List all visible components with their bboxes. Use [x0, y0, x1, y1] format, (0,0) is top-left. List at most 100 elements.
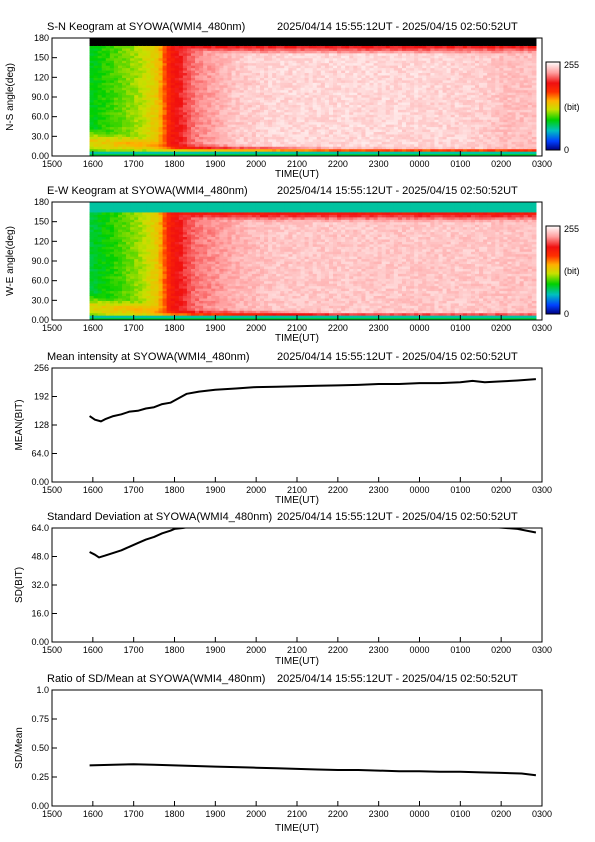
keogram-cell	[385, 65, 391, 69]
keogram-cell	[377, 97, 383, 101]
keogram-cell	[101, 69, 107, 74]
keogram-cell	[414, 109, 419, 113]
keogram-cell	[328, 72, 334, 76]
keogram-cell	[251, 133, 257, 137]
keogram-cell	[219, 146, 225, 150]
keogram-column	[308, 38, 314, 156]
keogram-cell	[466, 94, 472, 98]
keogram-cell	[454, 57, 460, 61]
keogram-cell	[235, 77, 241, 81]
keogram-cell	[393, 52, 399, 56]
keogram-cell	[284, 45, 289, 49]
keogram-cell	[276, 50, 281, 54]
keogram-cell	[191, 45, 196, 49]
keogram-cell	[466, 109, 472, 113]
keogram-cell	[231, 119, 237, 123]
keogram-cell	[410, 126, 415, 130]
keogram-cell	[259, 124, 265, 128]
keogram-cell	[401, 114, 407, 118]
keogram-cell	[446, 109, 452, 113]
keogram-cell	[243, 133, 249, 137]
keogram-cell	[426, 57, 431, 61]
keogram-cell	[211, 151, 216, 155]
keogram-cell	[259, 151, 265, 155]
keogram-cell	[97, 133, 103, 137]
keogram-cell	[235, 109, 241, 113]
keogram-cell	[126, 84, 131, 88]
keogram-cell	[113, 74, 119, 78]
keogram-cell	[166, 104, 172, 108]
keogram-cell	[146, 111, 152, 115]
keogram-cell	[397, 42, 403, 46]
keogram-cell	[158, 136, 164, 140]
keogram-cell	[454, 84, 460, 88]
keogram-cell	[406, 133, 411, 137]
keogram-cell	[288, 146, 294, 150]
keogram-cell	[470, 104, 476, 108]
keogram-cell	[219, 38, 225, 42]
keogram-cell	[130, 82, 135, 86]
keogram-cell	[259, 57, 265, 61]
keogram-cell	[284, 101, 289, 105]
keogram-cell	[146, 79, 152, 83]
keogram-cell	[223, 82, 229, 86]
keogram-cell	[89, 146, 95, 150]
keogram-cell	[215, 131, 220, 135]
keogram-cell	[182, 124, 188, 128]
keogram-cell	[207, 106, 212, 110]
keogram-cell	[97, 62, 103, 66]
keogram-cell	[324, 116, 330, 120]
keogram-cell	[349, 126, 354, 130]
keogram-cell	[328, 42, 334, 46]
keogram-cell	[276, 138, 281, 142]
keogram-cell	[268, 97, 273, 101]
keogram-cell	[219, 55, 225, 59]
keogram-cell	[320, 99, 326, 103]
keogram-column	[320, 38, 326, 156]
keogram-cell	[328, 69, 334, 74]
keogram-cell	[296, 82, 302, 86]
keogram-cell	[105, 74, 111, 78]
keogram-cell	[288, 84, 294, 88]
keogram-cell	[142, 40, 147, 44]
keogram-cell	[491, 141, 496, 145]
keogram-cell	[401, 69, 407, 74]
keogram-cell	[259, 77, 265, 81]
keogram-cell	[361, 106, 367, 110]
keogram-cell	[450, 124, 456, 128]
keogram-cell	[288, 138, 294, 142]
keogram-cell	[117, 62, 123, 66]
keogram-cell	[215, 69, 220, 74]
keogram-cell	[284, 128, 289, 133]
keogram-cell	[292, 106, 298, 110]
keogram-cell	[207, 141, 212, 145]
keogram-cell	[397, 74, 403, 78]
keogram-cell	[316, 69, 322, 74]
keogram-cell	[231, 126, 237, 130]
keogram-column	[142, 38, 147, 156]
keogram-cell	[446, 116, 452, 120]
keogram-cell	[458, 111, 464, 115]
keogram-cell	[235, 69, 241, 74]
keogram-cell	[316, 143, 322, 147]
keogram-cell	[475, 92, 480, 96]
keogram-cell	[247, 84, 253, 88]
keogram-cell	[483, 131, 488, 135]
keogram-cell	[418, 42, 423, 46]
keogram-cell	[203, 40, 208, 44]
keogram-cell	[93, 131, 99, 135]
keogram-cell	[446, 40, 452, 44]
keogram-cell	[466, 84, 472, 88]
keogram-cell	[470, 52, 476, 56]
keogram-cell	[122, 124, 127, 128]
keogram-cell	[223, 52, 229, 56]
keogram-cell	[272, 126, 277, 130]
keogram-column	[284, 38, 289, 156]
keogram-cell	[223, 60, 229, 64]
keogram-cell	[243, 72, 249, 76]
keogram-cell	[499, 82, 505, 86]
keogram-cell	[93, 84, 99, 88]
keogram-cell	[495, 116, 500, 120]
keogram-cell	[117, 151, 123, 155]
keogram-cell	[454, 79, 460, 83]
